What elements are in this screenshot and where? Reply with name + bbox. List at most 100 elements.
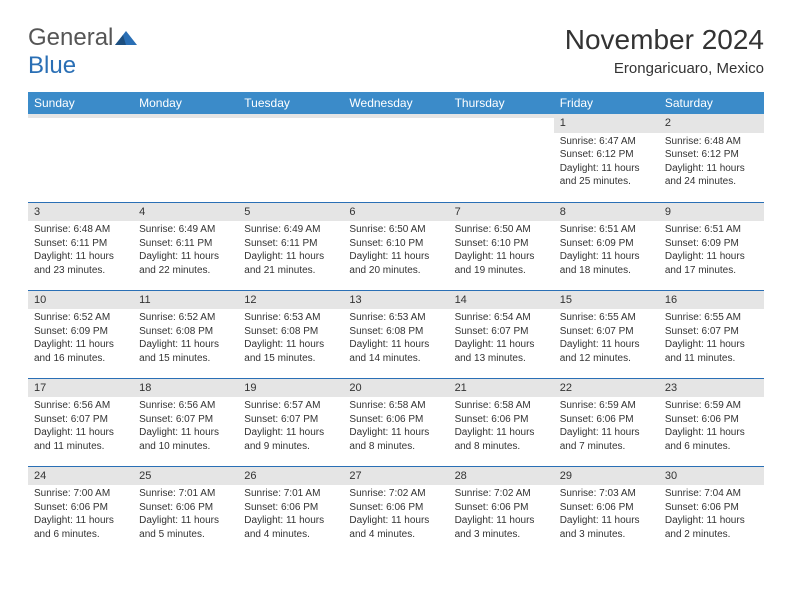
day-number: 1 xyxy=(554,114,659,133)
day-header: Tuesday xyxy=(238,92,343,114)
sunrise-text: Sunrise: 6:52 AM xyxy=(34,311,127,325)
day-number: 14 xyxy=(449,291,554,310)
sunset-text: Sunset: 6:06 PM xyxy=(455,501,548,515)
calendar-day-cell xyxy=(28,114,133,202)
day-content: Sunrise: 6:52 AMSunset: 6:09 PMDaylight:… xyxy=(28,309,133,369)
daylight-text: Daylight: 11 hours and 5 minutes. xyxy=(139,514,232,541)
calendar-day-cell: 15Sunrise: 6:55 AMSunset: 6:07 PMDayligh… xyxy=(554,290,659,378)
sunrise-text: Sunrise: 6:48 AM xyxy=(665,135,758,149)
day-content: Sunrise: 6:58 AMSunset: 6:06 PMDaylight:… xyxy=(343,397,448,457)
sunset-text: Sunset: 6:06 PM xyxy=(560,501,653,515)
sunrise-text: Sunrise: 6:56 AM xyxy=(139,399,232,413)
daylight-text: Daylight: 11 hours and 19 minutes. xyxy=(455,250,548,277)
day-content: Sunrise: 6:59 AMSunset: 6:06 PMDaylight:… xyxy=(554,397,659,457)
daylight-text: Daylight: 11 hours and 6 minutes. xyxy=(34,514,127,541)
daylight-text: Daylight: 11 hours and 24 minutes. xyxy=(665,162,758,189)
location: Erongaricuaro, Mexico xyxy=(565,60,764,77)
sunrise-text: Sunrise: 6:57 AM xyxy=(244,399,337,413)
sunset-text: Sunset: 6:11 PM xyxy=(139,237,232,251)
daylight-text: Daylight: 11 hours and 10 minutes. xyxy=(139,426,232,453)
day-number: 7 xyxy=(449,203,554,222)
sunset-text: Sunset: 6:07 PM xyxy=(244,413,337,427)
sunrise-text: Sunrise: 7:03 AM xyxy=(560,487,653,501)
sunrise-text: Sunrise: 6:58 AM xyxy=(455,399,548,413)
calendar-day-cell: 25Sunrise: 7:01 AMSunset: 6:06 PMDayligh… xyxy=(133,466,238,554)
day-content: Sunrise: 6:52 AMSunset: 6:08 PMDaylight:… xyxy=(133,309,238,369)
logo: General Blue xyxy=(28,24,137,80)
day-content xyxy=(343,118,448,124)
calendar-day-cell: 1Sunrise: 6:47 AMSunset: 6:12 PMDaylight… xyxy=(554,114,659,202)
calendar-day-cell xyxy=(238,114,343,202)
day-number: 30 xyxy=(659,467,764,486)
day-content: Sunrise: 6:53 AMSunset: 6:08 PMDaylight:… xyxy=(343,309,448,369)
calendar-day-cell: 17Sunrise: 6:56 AMSunset: 6:07 PMDayligh… xyxy=(28,378,133,466)
calendar-week-row: 1Sunrise: 6:47 AMSunset: 6:12 PMDaylight… xyxy=(28,114,764,202)
calendar-day-cell: 22Sunrise: 6:59 AMSunset: 6:06 PMDayligh… xyxy=(554,378,659,466)
sunset-text: Sunset: 6:12 PM xyxy=(665,148,758,162)
calendar-day-cell: 16Sunrise: 6:55 AMSunset: 6:07 PMDayligh… xyxy=(659,290,764,378)
daylight-text: Daylight: 11 hours and 7 minutes. xyxy=(560,426,653,453)
day-content: Sunrise: 6:57 AMSunset: 6:07 PMDaylight:… xyxy=(238,397,343,457)
daylight-text: Daylight: 11 hours and 16 minutes. xyxy=(34,338,127,365)
calendar-day-cell: 9Sunrise: 6:51 AMSunset: 6:09 PMDaylight… xyxy=(659,202,764,290)
calendar-day-cell xyxy=(343,114,448,202)
day-content: Sunrise: 6:48 AMSunset: 6:11 PMDaylight:… xyxy=(28,221,133,281)
logo-general: General xyxy=(28,24,113,51)
day-content xyxy=(238,118,343,124)
sunrise-text: Sunrise: 6:55 AM xyxy=(560,311,653,325)
calendar-day-cell: 26Sunrise: 7:01 AMSunset: 6:06 PMDayligh… xyxy=(238,466,343,554)
day-content xyxy=(133,118,238,124)
sunset-text: Sunset: 6:07 PM xyxy=(34,413,127,427)
sunrise-text: Sunrise: 6:59 AM xyxy=(665,399,758,413)
day-number: 24 xyxy=(28,467,133,486)
sunrise-text: Sunrise: 6:55 AM xyxy=(665,311,758,325)
day-content: Sunrise: 7:01 AMSunset: 6:06 PMDaylight:… xyxy=(238,485,343,545)
calendar-day-cell: 27Sunrise: 7:02 AMSunset: 6:06 PMDayligh… xyxy=(343,466,448,554)
daylight-text: Daylight: 11 hours and 21 minutes. xyxy=(244,250,337,277)
daylight-text: Daylight: 11 hours and 13 minutes. xyxy=(455,338,548,365)
daylight-text: Daylight: 11 hours and 15 minutes. xyxy=(244,338,337,365)
calendar-day-cell: 3Sunrise: 6:48 AMSunset: 6:11 PMDaylight… xyxy=(28,202,133,290)
sunrise-text: Sunrise: 6:51 AM xyxy=(560,223,653,237)
day-number: 28 xyxy=(449,467,554,486)
daylight-text: Daylight: 11 hours and 2 minutes. xyxy=(665,514,758,541)
daylight-text: Daylight: 11 hours and 4 minutes. xyxy=(349,514,442,541)
daylight-text: Daylight: 11 hours and 3 minutes. xyxy=(560,514,653,541)
sunrise-text: Sunrise: 6:51 AM xyxy=(665,223,758,237)
day-number: 12 xyxy=(238,291,343,310)
day-number: 27 xyxy=(343,467,448,486)
header: General Blue November 2024 Erongaricuaro… xyxy=(28,24,764,80)
day-number: 3 xyxy=(28,203,133,222)
daylight-text: Daylight: 11 hours and 6 minutes. xyxy=(665,426,758,453)
calendar-week-row: 3Sunrise: 6:48 AMSunset: 6:11 PMDaylight… xyxy=(28,202,764,290)
day-content: Sunrise: 6:56 AMSunset: 6:07 PMDaylight:… xyxy=(133,397,238,457)
sunset-text: Sunset: 6:07 PM xyxy=(139,413,232,427)
daylight-text: Daylight: 11 hours and 14 minutes. xyxy=(349,338,442,365)
calendar-day-cell: 4Sunrise: 6:49 AMSunset: 6:11 PMDaylight… xyxy=(133,202,238,290)
day-content: Sunrise: 6:51 AMSunset: 6:09 PMDaylight:… xyxy=(659,221,764,281)
sunset-text: Sunset: 6:06 PM xyxy=(455,413,548,427)
day-content: Sunrise: 6:49 AMSunset: 6:11 PMDaylight:… xyxy=(133,221,238,281)
day-number: 26 xyxy=(238,467,343,486)
day-number: 17 xyxy=(28,379,133,398)
calendar-day-cell: 10Sunrise: 6:52 AMSunset: 6:09 PMDayligh… xyxy=(28,290,133,378)
sunset-text: Sunset: 6:09 PM xyxy=(34,325,127,339)
daylight-text: Daylight: 11 hours and 22 minutes. xyxy=(139,250,232,277)
day-content: Sunrise: 6:54 AMSunset: 6:07 PMDaylight:… xyxy=(449,309,554,369)
day-content: Sunrise: 7:01 AMSunset: 6:06 PMDaylight:… xyxy=(133,485,238,545)
calendar-day-cell: 28Sunrise: 7:02 AMSunset: 6:06 PMDayligh… xyxy=(449,466,554,554)
day-number: 23 xyxy=(659,379,764,398)
daylight-text: Daylight: 11 hours and 20 minutes. xyxy=(349,250,442,277)
day-number: 4 xyxy=(133,203,238,222)
daylight-text: Daylight: 11 hours and 23 minutes. xyxy=(34,250,127,277)
sunrise-text: Sunrise: 6:53 AM xyxy=(244,311,337,325)
logo-blue: Blue xyxy=(28,52,76,79)
sunrise-text: Sunrise: 6:56 AM xyxy=(34,399,127,413)
day-content: Sunrise: 6:58 AMSunset: 6:06 PMDaylight:… xyxy=(449,397,554,457)
sunset-text: Sunset: 6:07 PM xyxy=(455,325,548,339)
calendar-day-cell: 23Sunrise: 6:59 AMSunset: 6:06 PMDayligh… xyxy=(659,378,764,466)
day-header: Sunday xyxy=(28,92,133,114)
day-number: 11 xyxy=(133,291,238,310)
sunset-text: Sunset: 6:12 PM xyxy=(560,148,653,162)
day-header: Monday xyxy=(133,92,238,114)
